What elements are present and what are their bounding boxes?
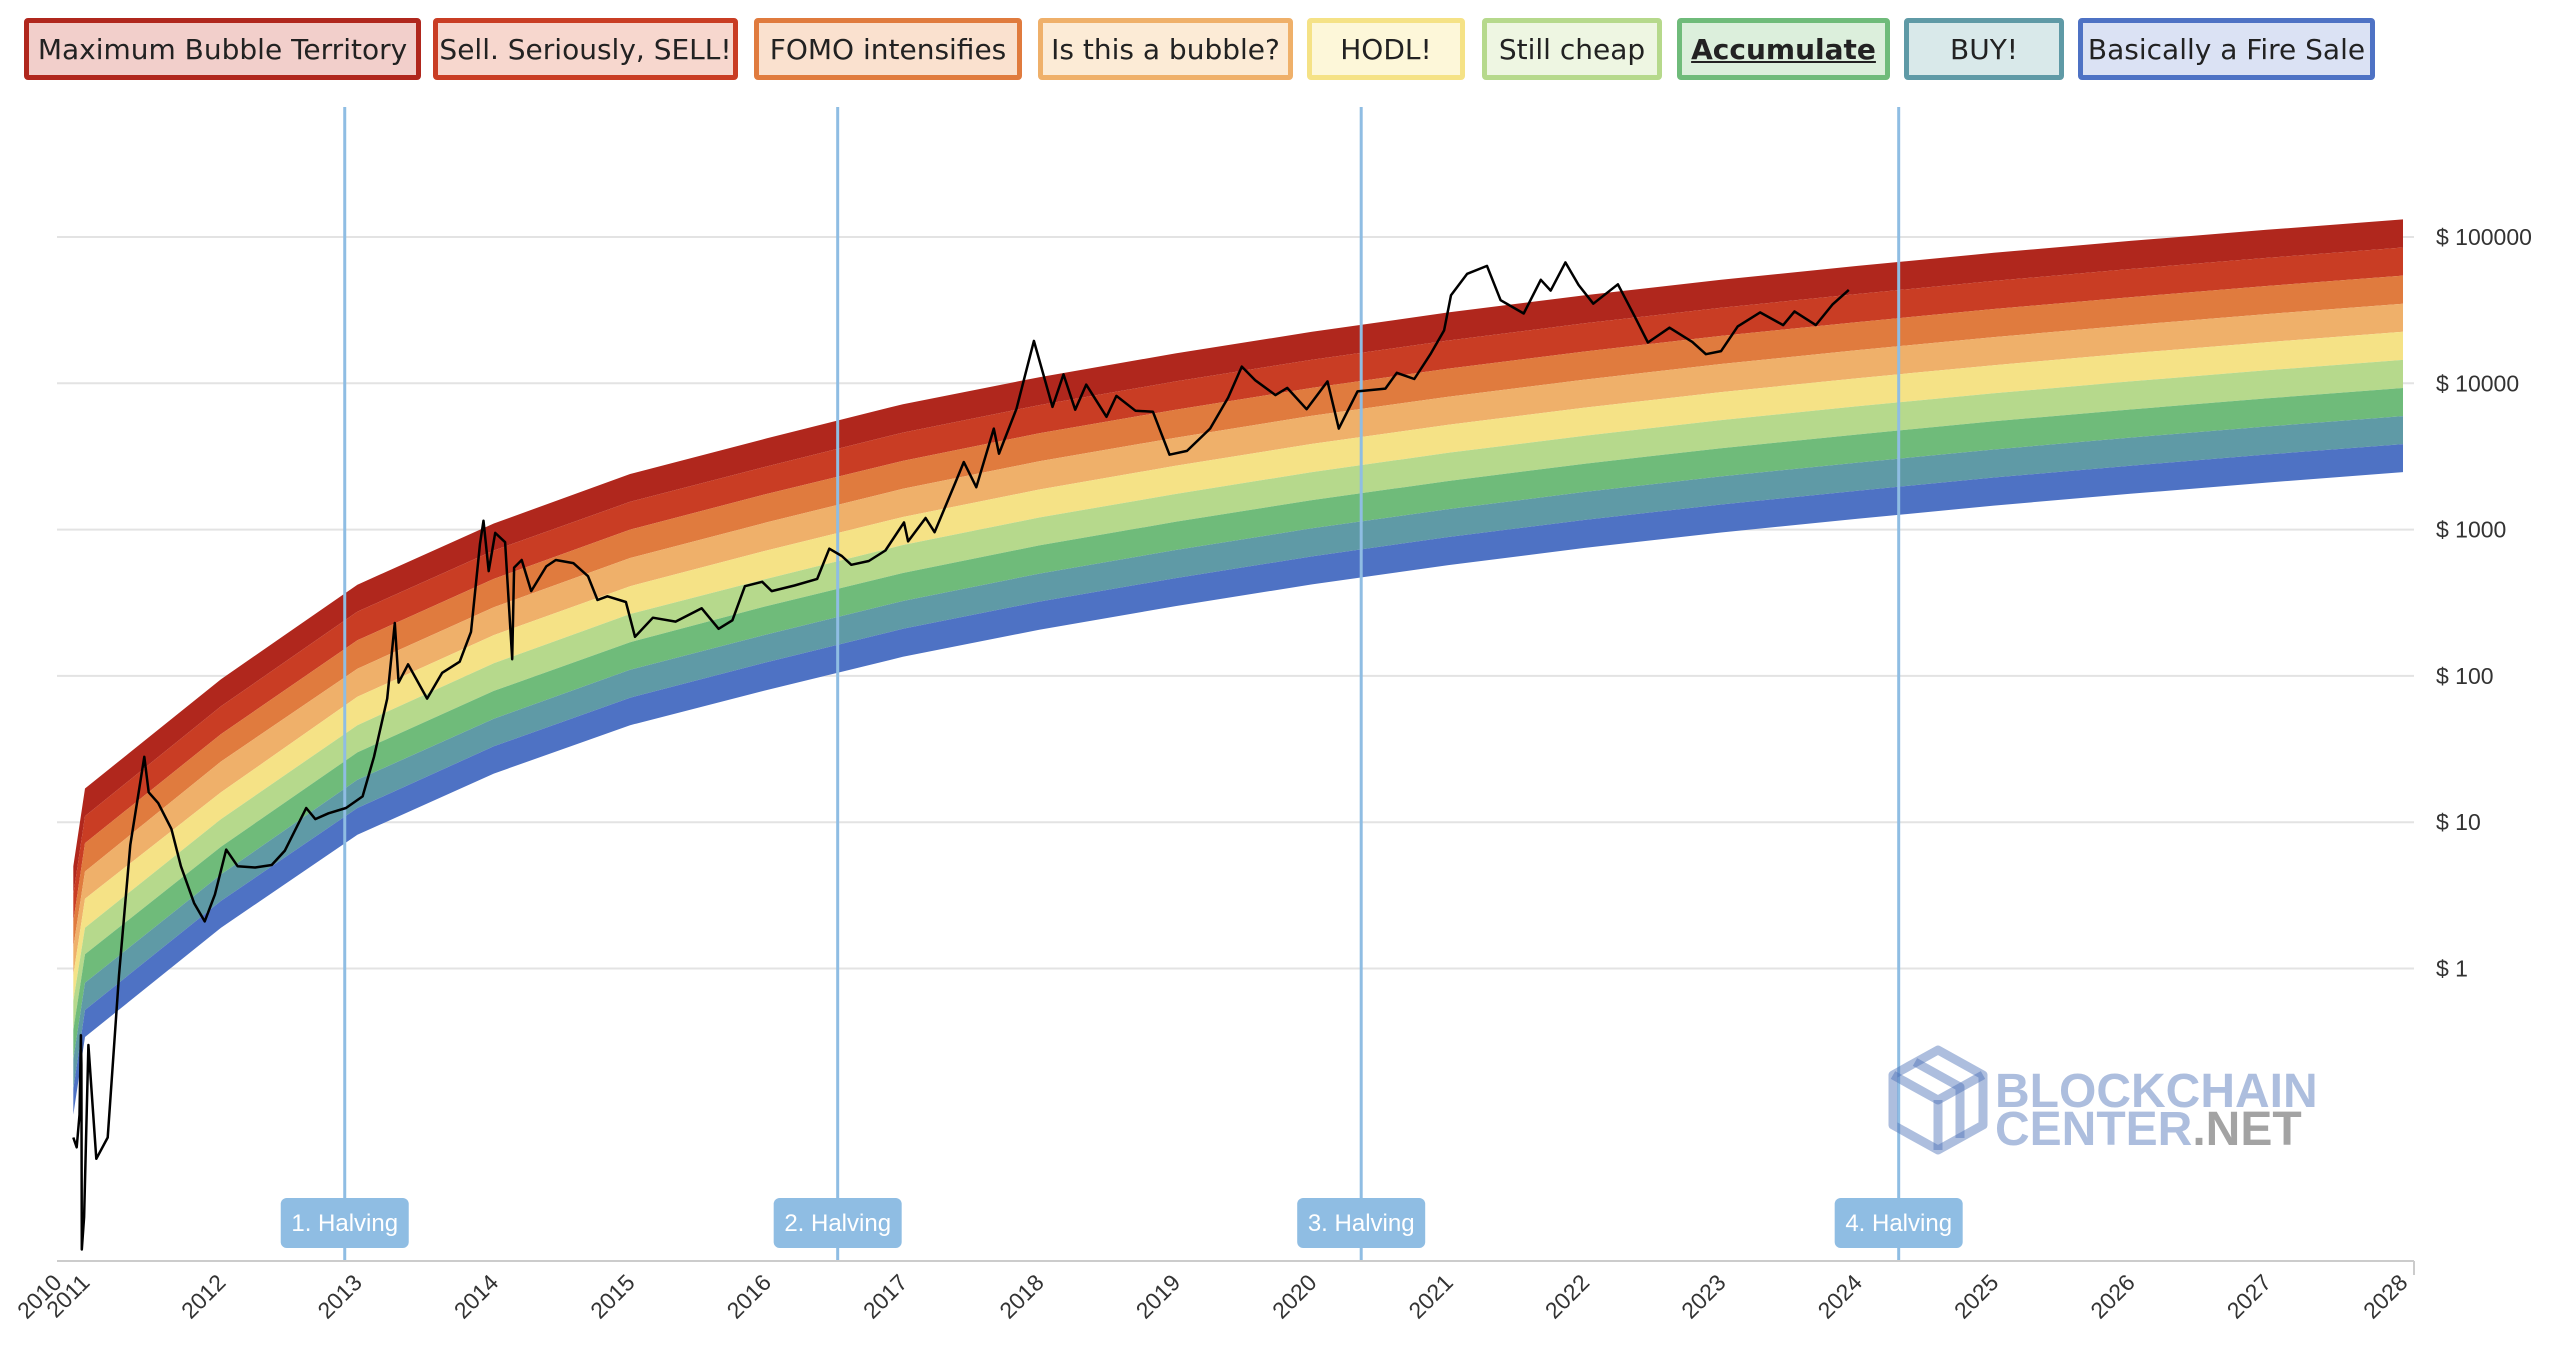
legend-item-maximum-bubble-territory[interactable]: Maximum Bubble Territory <box>24 18 421 80</box>
x-tick-label: 2027 <box>2222 1269 2277 1324</box>
halving-lines <box>343 107 1901 1261</box>
halving-badge <box>1297 1198 1426 1248</box>
x-tick-label: 2015 <box>585 1269 640 1324</box>
legend-item-buy[interactable]: BUY! <box>1904 18 2064 80</box>
x-tick-label: 2025 <box>1949 1269 2004 1324</box>
rainbow-band-9 <box>73 444 2403 1115</box>
logo-text-line2: CENTER.NET <box>1995 1103 2302 1156</box>
halving-label: 4. Halving <box>1845 1210 1952 1237</box>
logo-text-net: .NET <box>2192 1103 2301 1156</box>
x-tick-label: 2020 <box>1267 1269 1322 1324</box>
legend-item-still-cheap[interactable]: Still cheap <box>1482 18 1662 80</box>
price-line <box>72 261 1850 1251</box>
logo-text-center: CENTER <box>1995 1103 2192 1156</box>
legend-item-basically-a-fire-sale[interactable]: Basically a Fire Sale <box>2078 18 2375 80</box>
cube-logo-icon <box>1888 1045 1988 1155</box>
rainbow-bands <box>73 219 2403 1115</box>
halving-label: 2. Halving <box>784 1210 891 1237</box>
legend-item-is-this-a-bubble[interactable]: Is this a bubble? <box>1038 18 1293 80</box>
x-tick-label: 2026 <box>2085 1269 2140 1324</box>
halving-labels: 1. Halving 2. Halving 3. Halving 4. Halving <box>280 1198 1963 1248</box>
y-tick-label: $ 100 <box>2436 663 2494 689</box>
legend-item-accumulate[interactable]: Accumulate <box>1677 18 1890 80</box>
legend-item-hodl[interactable]: HODL! <box>1307 18 1465 80</box>
rainbow-band-3 <box>73 275 2403 948</box>
price-series <box>72 261 1850 1251</box>
y-tick-label: $ 100000 <box>2436 224 2532 250</box>
halving-label: 3. Halving <box>1308 1210 1415 1237</box>
x-tick-label: 2014 <box>449 1269 504 1324</box>
rainbow-band-8 <box>73 416 2403 1090</box>
y-tick-label: $ 10 <box>2436 809 2481 835</box>
y-tick-label: $ 1 <box>2436 956 2468 982</box>
x-tick-label: 2022 <box>1540 1269 1595 1324</box>
rainbow-band-2 <box>73 247 2403 922</box>
halving-badge <box>280 1198 409 1248</box>
rainbow-band-5 <box>73 331 2403 1001</box>
x-tick-label: 2016 <box>721 1269 776 1324</box>
x-tick-label: 2028 <box>2358 1269 2413 1324</box>
blockchaincenter-logo: BLOCKCHAIN CENTER.NET <box>1888 1045 2318 1156</box>
rainbow-band-7 <box>73 388 2403 1060</box>
x-tick-label: 2013 <box>312 1269 367 1324</box>
rainbow-band-6 <box>73 359 2403 1030</box>
x-tick-label: 2024 <box>1812 1269 1867 1324</box>
legend-item-fomo-intensifies[interactable]: FOMO intensifies <box>754 18 1022 80</box>
x-tick-label: 2021 <box>1403 1269 1458 1324</box>
x-tick-label: 2019 <box>1131 1269 1186 1324</box>
halving-label: 1. Halving <box>291 1210 398 1237</box>
halving-badge <box>773 1198 902 1248</box>
rainbow-band-4 <box>73 303 2403 976</box>
rainbow-band-1 <box>73 219 2403 895</box>
x-tick-label: 2023 <box>1676 1269 1731 1324</box>
y-tick-label: $ 1000 <box>2436 517 2506 543</box>
x-tick-label: 2012 <box>176 1269 231 1324</box>
x-tick-label: 2018 <box>994 1269 1049 1324</box>
y-tick-label: $ 10000 <box>2436 370 2519 396</box>
legend-item-sell-seriously-sell[interactable]: Sell. Seriously, SELL! <box>433 18 738 80</box>
halving-badge <box>1834 1198 1963 1248</box>
logo-text-line1: BLOCKCHAIN <box>1995 1065 2318 1118</box>
x-tick-label: 2017 <box>858 1269 913 1324</box>
y-axis-labels: $ 1 $ 10 $ 100 $ 1000 $ 10000 $ 100000 <box>2436 224 2532 982</box>
